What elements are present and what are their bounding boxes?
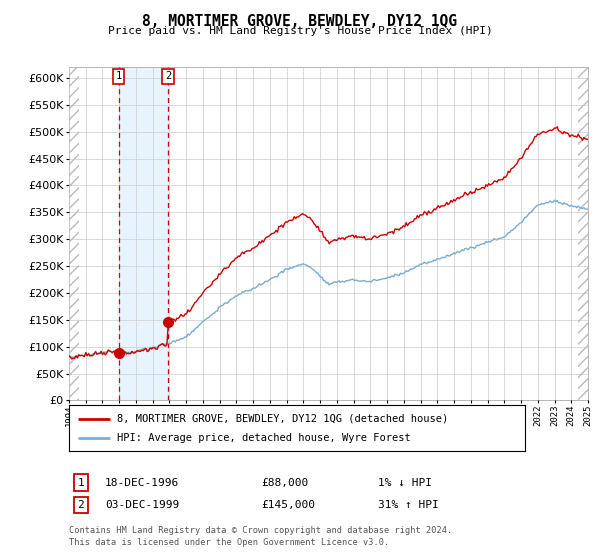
Text: Contains HM Land Registry data © Crown copyright and database right 2024.: Contains HM Land Registry data © Crown c… xyxy=(69,526,452,535)
Bar xyxy=(69,67,79,400)
Text: HPI: Average price, detached house, Wyre Forest: HPI: Average price, detached house, Wyre… xyxy=(117,433,410,443)
Text: £145,000: £145,000 xyxy=(261,500,315,510)
Bar xyxy=(578,67,588,400)
Text: 1: 1 xyxy=(115,71,122,81)
Text: 8, MORTIMER GROVE, BEWDLEY, DY12 1QG: 8, MORTIMER GROVE, BEWDLEY, DY12 1QG xyxy=(143,14,458,29)
Text: 2: 2 xyxy=(165,71,171,81)
Text: 31% ↑ HPI: 31% ↑ HPI xyxy=(378,500,439,510)
Text: 1% ↓ HPI: 1% ↓ HPI xyxy=(378,478,432,488)
Text: 03-DEC-1999: 03-DEC-1999 xyxy=(105,500,179,510)
Bar xyxy=(69,67,79,400)
Text: 18-DEC-1996: 18-DEC-1996 xyxy=(105,478,179,488)
Text: 8, MORTIMER GROVE, BEWDLEY, DY12 1QG (detached house): 8, MORTIMER GROVE, BEWDLEY, DY12 1QG (de… xyxy=(117,414,448,424)
Text: This data is licensed under the Open Government Licence v3.0.: This data is licensed under the Open Gov… xyxy=(69,538,389,547)
Text: 2: 2 xyxy=(77,500,85,510)
Text: £88,000: £88,000 xyxy=(261,478,308,488)
Text: Price paid vs. HM Land Registry's House Price Index (HPI): Price paid vs. HM Land Registry's House … xyxy=(107,26,493,36)
Text: 1: 1 xyxy=(77,478,85,488)
Bar xyxy=(578,67,588,400)
Bar xyxy=(119,67,168,400)
